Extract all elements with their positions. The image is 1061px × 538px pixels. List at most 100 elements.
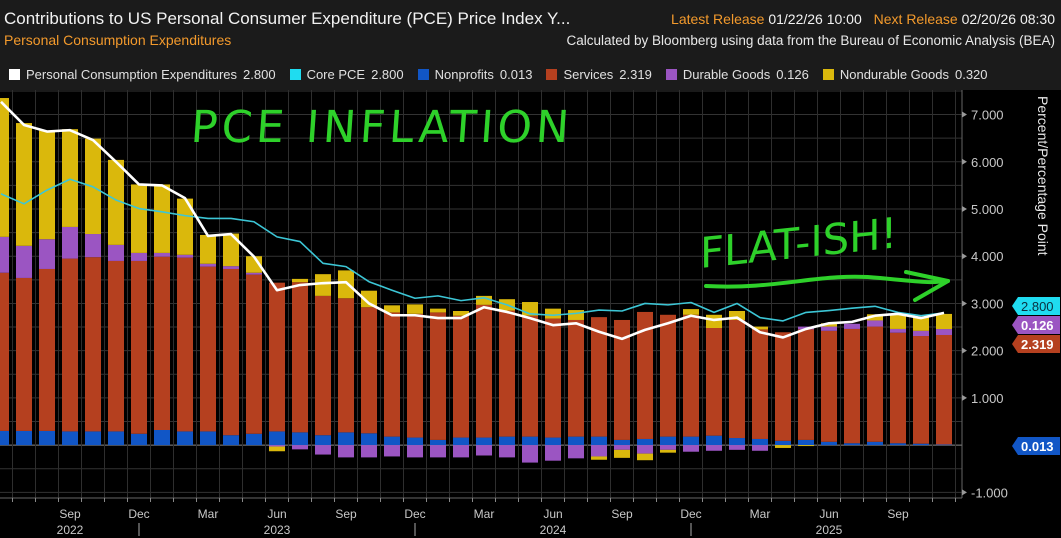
bar-nondurable-goods (361, 290, 377, 308)
legend-swatch (417, 69, 429, 80)
x-tick-label-month: Sep (611, 507, 633, 521)
bar-services (683, 314, 699, 437)
bar-services (338, 298, 354, 433)
bar-durable-goods (108, 244, 124, 261)
legend-value: 2.800 (243, 67, 276, 82)
bar-durable-goods (0, 236, 9, 273)
legend-swatch (9, 69, 20, 80)
header-top-row: Contributions to US Personal Consumer Ex… (4, 9, 1055, 29)
bar-services (361, 307, 377, 434)
bar-nonprofits (936, 444, 952, 446)
bar-nondurable-goods (775, 445, 791, 448)
x-tick-label-month: Dec (404, 507, 425, 521)
bar-nonprofits (821, 441, 837, 446)
bar-nonprofits (476, 437, 492, 446)
legend-item[interactable]: Nonprofits 0.013 (417, 67, 532, 82)
bar-services (131, 260, 147, 434)
x-tick-label-month: Mar (750, 507, 771, 521)
y-tick-mark (962, 111, 967, 118)
x-tick-label-month: Jun (267, 507, 286, 521)
bar-nondurable-goods (821, 323, 837, 327)
x-tick-label-month: Dec (680, 507, 701, 521)
bar-durable-goods (269, 445, 285, 447)
arrow-icon (704, 274, 950, 289)
bar-durable-goods (752, 445, 768, 451)
bar-durable-goods (821, 326, 837, 331)
bar-nondurable-goods (315, 274, 331, 296)
bar-durable-goods (867, 320, 883, 327)
legend-item[interactable]: Nondurable Goods 0.320 (822, 67, 988, 82)
bar-nonprofits (660, 436, 676, 446)
line-core-pce (0, 178, 945, 322)
bar-nonprofits (223, 435, 239, 446)
value-tag-label: 0.126 (1021, 318, 1054, 333)
bar-services (545, 318, 561, 438)
bar-nonprofits (315, 435, 331, 446)
bar-nondurable-goods (39, 130, 55, 240)
legend-item[interactable]: Core PCE 2.800 (289, 67, 404, 82)
bar-durable-goods (844, 323, 860, 329)
bar-services (407, 313, 423, 438)
release-info: Latest Release 01/22/26 10:00 Next Relea… (663, 11, 1055, 27)
x-tick-label-month: Mar (198, 507, 219, 521)
y-tick-mark (962, 158, 967, 165)
x-tick-label-year: 2024 (540, 523, 567, 537)
bar-services (729, 319, 745, 439)
legend-label: Durable Goods (682, 67, 771, 82)
bar-nonprofits (16, 430, 32, 446)
bar-nondurable-goods (0, 98, 9, 237)
legend-value: 2.319 (619, 67, 652, 82)
x-tick-label-month: Jun (543, 507, 562, 521)
bar-nonprofits (844, 443, 860, 446)
bar-services (591, 317, 607, 437)
x-tick-label-month: Sep (887, 507, 909, 521)
bar-services (39, 268, 55, 431)
bar-durable-goods (637, 445, 653, 454)
bar-services (292, 282, 308, 433)
bar-durable-goods (683, 445, 699, 452)
bar-nonprofits (39, 430, 55, 446)
bar-nonprofits (361, 433, 377, 446)
bar-nondurable-goods (614, 449, 630, 458)
bar-services (913, 336, 929, 444)
bar-nondurable-goods (292, 278, 308, 283)
chart-subtitle: Personal Consumption Expenditures (4, 32, 232, 48)
y-tick-mark (962, 489, 967, 496)
bar-services (775, 332, 791, 441)
bar-durable-goods (913, 330, 929, 337)
bar-durable-goods (292, 445, 308, 450)
bar-nonprofits (913, 443, 929, 446)
chart-title: Contributions to US Personal Consumer Ex… (4, 9, 571, 28)
legend-item[interactable]: Durable Goods 0.126 (665, 67, 809, 82)
x-tick-label-month: Mar (474, 507, 495, 521)
bar-nonprofits (292, 432, 308, 446)
legend-swatch (289, 69, 301, 80)
x-tick-label-month: Jun (819, 507, 838, 521)
bar-services (154, 256, 170, 430)
bar-services (798, 329, 814, 440)
bar-nonprofits (453, 437, 469, 446)
y-tick-label: 2.000 (971, 344, 1004, 359)
bar-durable-goods (407, 445, 423, 458)
value-tag (1012, 297, 1060, 315)
legend-item[interactable]: Personal Consumption Expenditures 2.800 (9, 67, 276, 82)
legend-swatch (822, 69, 834, 80)
legend-label: Nonprofits (434, 67, 494, 82)
y-tick-label: -1.000 (971, 485, 1008, 500)
y-axis-title: Percent/Percentage Point (1035, 96, 1051, 256)
bar-services (177, 257, 193, 432)
bar-nondurable-goods (154, 184, 170, 253)
bar-nondurable-goods (798, 445, 814, 447)
legend-item[interactable]: Services 2.319 (546, 67, 652, 82)
bar-services (660, 314, 676, 437)
bar-services (315, 295, 331, 436)
bar-services (867, 326, 883, 442)
legend-swatch (546, 69, 558, 80)
bar-nonprofits (867, 441, 883, 446)
bar-services (637, 311, 653, 439)
bar-services (499, 310, 515, 437)
legend-value: 0.126 (776, 67, 809, 82)
legend-label: Core PCE (306, 67, 366, 82)
bar-durable-goods (62, 226, 78, 259)
bar-nondurable-goods (890, 314, 906, 329)
